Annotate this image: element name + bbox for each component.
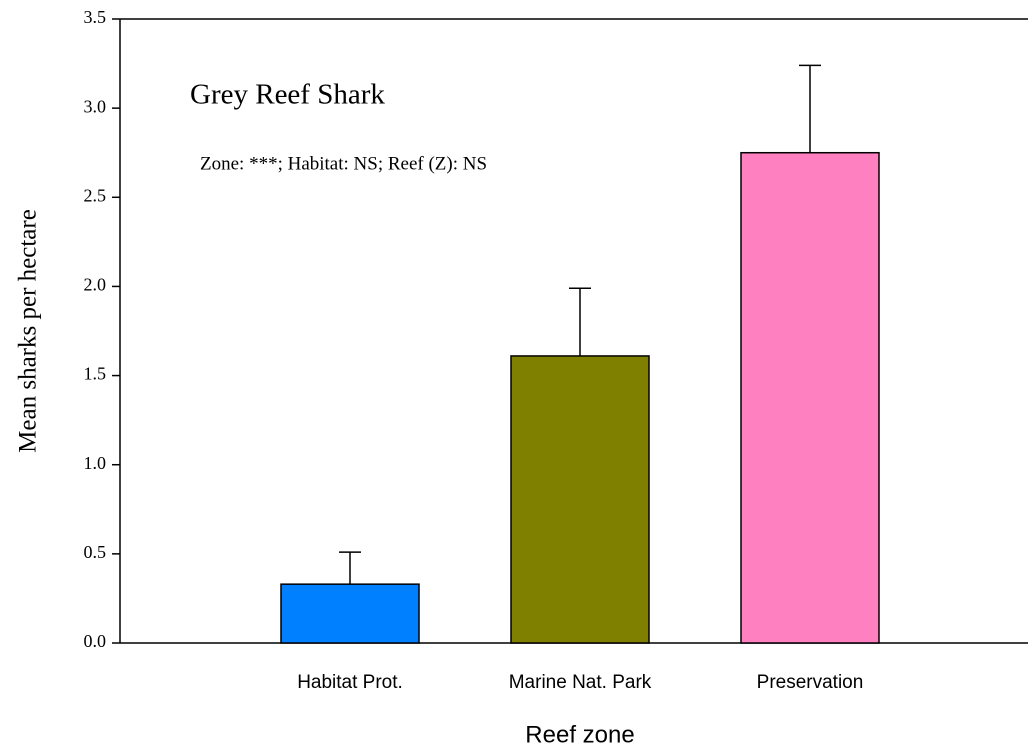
y-tick-label: 0.5	[84, 542, 107, 562]
y-axis-label: Mean sharks per hectare	[15, 209, 42, 453]
x-tick-label: Preservation	[757, 672, 864, 693]
x-tick-label: Marine Nat. Park	[509, 672, 652, 693]
x-axis-label: Reef zone	[525, 721, 634, 748]
y-tick-label: 2.0	[84, 275, 107, 295]
y-tick-label: 1.5	[84, 364, 107, 384]
bar	[280, 583, 420, 644]
bar	[510, 355, 650, 644]
bar	[740, 151, 880, 644]
y-tick-label: 3.0	[84, 96, 107, 116]
annotation: Zone: ***; Habitat: NS; Reef (Z): NS	[200, 153, 487, 174]
x-tick-label: Habitat Prot.	[297, 672, 403, 693]
y-tick-label: 0.0	[84, 631, 107, 651]
chart-title: Grey Reef Shark	[190, 79, 385, 111]
y-tick-label: 3.5	[84, 7, 107, 27]
y-tick-label: 1.0	[84, 453, 107, 473]
y-tick-label: 2.5	[84, 185, 107, 205]
